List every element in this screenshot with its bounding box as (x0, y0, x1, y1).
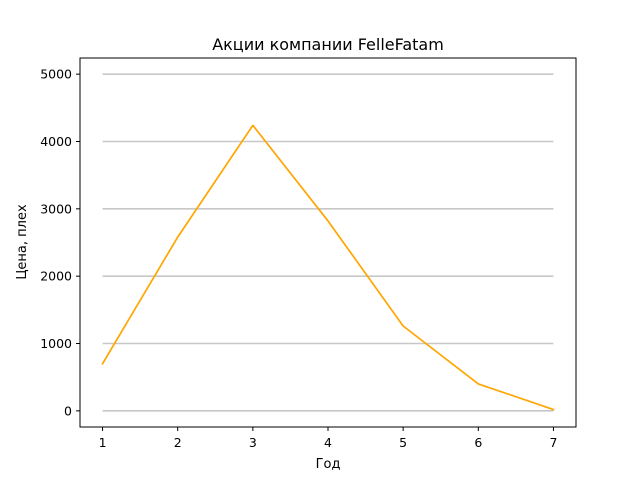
y-tick-label: 2000 (40, 269, 72, 284)
x-tick-label: 7 (549, 435, 557, 450)
x-tick-label: 2 (174, 435, 182, 450)
y-tick-label: 3000 (40, 201, 72, 216)
y-tick-label: 4000 (40, 134, 72, 149)
x-axis-label: Год (316, 457, 341, 472)
chart-title: Акции компании FelleFatam (212, 35, 444, 54)
y-tick-label: 5000 (40, 67, 72, 82)
x-tick-label: 1 (99, 435, 107, 450)
x-tick-label: 4 (324, 435, 332, 450)
x-tick-label: 3 (249, 435, 257, 450)
series-line-0 (101, 124, 555, 411)
y-tick-label: 1000 (40, 336, 72, 351)
y-tick-label: 0 (64, 403, 72, 418)
x-axis-ticks: 1 2 3 4 5 6 7 (99, 427, 557, 450)
y-axis-ticks: 0 1000 2000 3000 4000 5000 (40, 67, 80, 418)
series-lines (101, 124, 555, 411)
x-tick-label: 6 (474, 435, 482, 450)
y-axis-label: Цена, плех (15, 204, 30, 280)
y-gridlines (102, 73, 554, 412)
x-tick-label: 5 (399, 435, 407, 450)
